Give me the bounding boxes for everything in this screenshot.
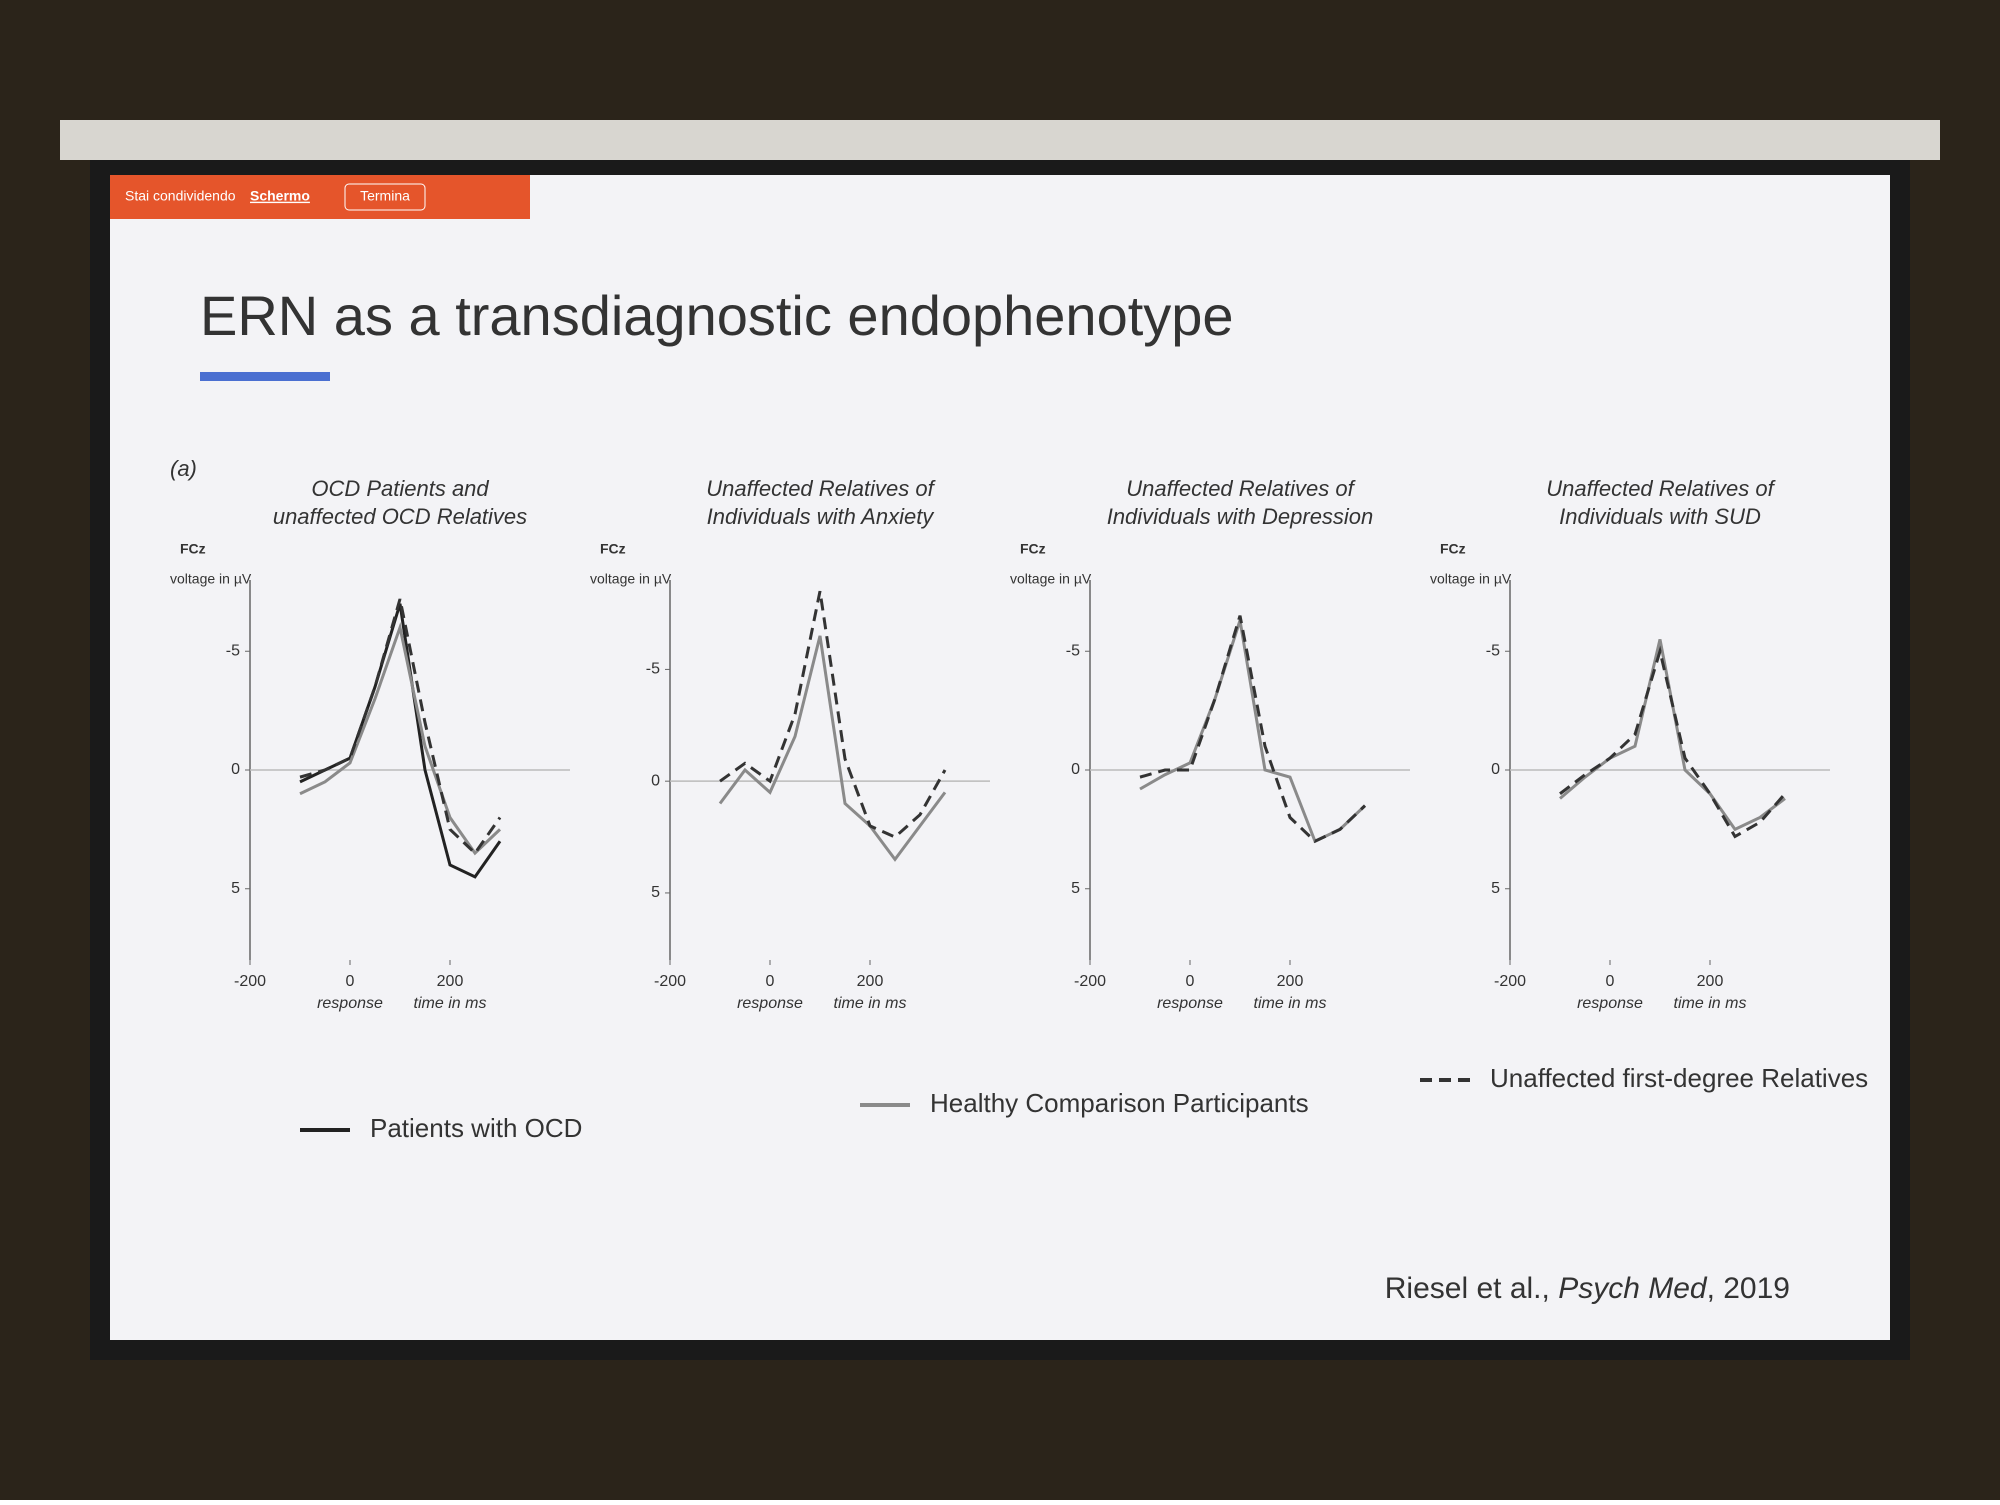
series-line (719, 590, 947, 839)
y-axis-label: voltage in µV (1010, 571, 1092, 587)
slide-title: ERN as a transdiagnostic endophenotype (200, 284, 1234, 347)
share-status: Stai condividendo (125, 188, 236, 204)
panel-title: OCD Patients and (311, 476, 489, 501)
x-tick-label: -200 (1494, 973, 1526, 990)
panel-title: Individuals with Depression (1107, 504, 1374, 529)
x-axis-label: time in ms (834, 995, 907, 1012)
y-tick-label: 0 (651, 772, 660, 789)
x-zero-label: response (317, 995, 383, 1012)
panel-tag: (a) (170, 456, 197, 481)
y-axis-label: voltage in µV (170, 571, 252, 587)
x-tick-label: -200 (1074, 973, 1106, 990)
x-tick-label: 200 (857, 973, 884, 990)
citation-year: , 2019 (1707, 1272, 1790, 1305)
y-tick-label: 0 (231, 761, 240, 778)
y-tick-label: 5 (1491, 880, 1500, 897)
slide (110, 175, 1890, 1340)
channel-label: FCz (1440, 541, 1466, 557)
x-zero-label: response (1577, 995, 1643, 1012)
channel-label: FCz (1020, 541, 1046, 557)
panel-title: Unaffected Relatives of (1126, 476, 1356, 501)
citation: Riesel et al., Psych Med, 2019 (1385, 1272, 1790, 1305)
x-tick-label: 0 (766, 973, 775, 990)
y-tick-label: -5 (1066, 642, 1080, 659)
screen-housing (60, 120, 1940, 160)
legend-label: Patients with OCD (370, 1113, 582, 1143)
y-tick-label: 5 (651, 884, 660, 901)
x-axis-label: time in ms (1254, 995, 1327, 1012)
panel-title: unaffected OCD Relatives (273, 504, 527, 529)
x-zero-label: response (1157, 995, 1223, 1012)
x-tick-label: 200 (437, 973, 464, 990)
share-mode[interactable]: Schermo (250, 188, 310, 204)
x-axis-label: time in ms (414, 995, 487, 1012)
y-tick-label: -5 (646, 661, 660, 678)
x-tick-label: -200 (234, 973, 266, 990)
x-tick-label: -200 (654, 973, 686, 990)
x-tick-label: 0 (1186, 973, 1195, 990)
series-line (1559, 645, 1787, 839)
stop-button[interactable] (344, 183, 426, 211)
share-bar (110, 175, 530, 219)
x-tick-label: 0 (346, 973, 355, 990)
panel-title: Unaffected Relatives of (706, 476, 936, 501)
title-underline (200, 372, 330, 381)
citation-authors: Riesel et al., (1385, 1272, 1550, 1305)
series-line (718, 635, 947, 862)
panel-title: Individuals with SUD (1559, 504, 1761, 529)
channel-label: FCz (600, 541, 626, 557)
y-axis-label: voltage in µV (1430, 571, 1512, 587)
x-tick-label: 0 (1606, 973, 1615, 990)
x-axis-label: time in ms (1674, 995, 1747, 1012)
y-tick-label: -5 (1486, 642, 1500, 659)
y-tick-label: -5 (226, 642, 240, 659)
x-tick-label: 200 (1277, 973, 1304, 990)
legend-label: Unaffected first-degree Relatives (1490, 1063, 1868, 1093)
series-line (299, 598, 502, 856)
citation-journal: Psych Med (1558, 1272, 1708, 1305)
series-line (1139, 615, 1367, 844)
panel-title: Unaffected Relatives of (1546, 476, 1776, 501)
x-tick-label: 200 (1697, 973, 1724, 990)
series-line (299, 621, 502, 856)
legend-label: Healthy Comparison Participants (930, 1088, 1309, 1118)
x-zero-label: response (737, 995, 803, 1012)
y-tick-label: 5 (1071, 880, 1080, 897)
y-axis-label: voltage in µV (590, 571, 672, 587)
panel-title: Individuals with Anxiety (707, 504, 936, 529)
channel-label: FCz (180, 541, 206, 557)
y-tick-label: 0 (1071, 761, 1080, 778)
y-tick-label: 0 (1491, 761, 1500, 778)
stop-label[interactable]: Termina (360, 188, 410, 204)
y-tick-label: 5 (231, 880, 240, 897)
